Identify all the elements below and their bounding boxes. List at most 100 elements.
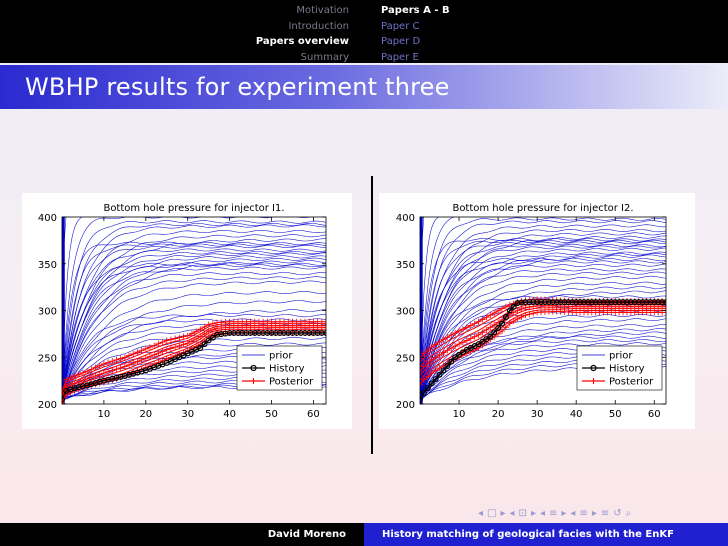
y-tick-label: 350: [396, 260, 415, 271]
history-marker: [62, 396, 65, 403]
posterior-marker: [100, 360, 107, 367]
footer: David Moreno History matching of geologi…: [0, 523, 728, 546]
nav-symbol-icon[interactable]: ↺: [613, 508, 623, 519]
prior-realization-line: [420, 314, 666, 400]
nav-item-motivation[interactable]: Motivation: [296, 5, 349, 16]
prior-realization-line: [420, 224, 666, 401]
posterior-marker: [479, 316, 486, 323]
history-marker: [306, 329, 313, 336]
posterior-marker: [147, 344, 153, 351]
posterior-marker: [92, 372, 99, 379]
history-marker: [538, 299, 545, 306]
nav-item-introduction[interactable]: Introduction: [288, 20, 349, 32]
history-marker: [209, 334, 216, 341]
history-marker: [639, 299, 646, 306]
posterior-marker: [180, 333, 187, 340]
posterior-marker: [495, 307, 502, 314]
posterior-marker: [209, 320, 216, 327]
chart-injector-i1: 10 20 30 40 50 60 200 250 300 350 400 Bottom hole p…: [22, 193, 352, 429]
x-tick-label: 50: [265, 409, 278, 420]
history-marker: [522, 299, 529, 306]
prior-realization-line: [62, 243, 326, 400]
column-divider: [371, 176, 373, 454]
prior-realization-line: [420, 309, 666, 401]
posterior-marker: [184, 332, 191, 339]
x-tick-label: 10: [98, 409, 111, 420]
prior-realization-line: [420, 241, 666, 401]
nav-item-paper-d[interactable]: Paper D: [381, 36, 421, 47]
nav-item-summary[interactable]: Summary: [300, 51, 349, 63]
posterior-marker: [456, 328, 463, 335]
nav-symbol-icon[interactable]: ≡: [549, 508, 559, 519]
nav-symbol-icon[interactable]: ▸: [530, 508, 537, 519]
posterior-marker: [193, 328, 200, 335]
history-marker: [235, 329, 242, 336]
history-marker: [557, 299, 564, 306]
nav-symbol-icon[interactable]: ▸: [500, 508, 507, 519]
history-marker: [655, 299, 662, 306]
posterior-marker: [172, 344, 179, 351]
history-marker: [239, 329, 246, 336]
posterior-marker: [172, 335, 179, 342]
posterior-marker: [138, 347, 145, 354]
prior-realization-line: [62, 241, 326, 399]
posterior-marker: [96, 362, 103, 369]
nav-symbol-icon[interactable]: ◂: [539, 508, 546, 519]
y-tick-label: 200: [396, 400, 415, 411]
prior-realization-line: [62, 264, 326, 400]
nav-item-paper-c[interactable]: Paper C: [381, 20, 420, 32]
prior-realization-line: [62, 313, 326, 399]
posterior-marker: [67, 374, 74, 381]
history-marker: [631, 299, 638, 306]
nav-symbol-icon[interactable]: ⌕: [625, 508, 633, 519]
posterior-marker: [180, 341, 187, 348]
prior-realization-line: [62, 280, 326, 401]
prior-realization-line: [420, 328, 666, 399]
nav-symbol-icon[interactable]: ◂: [478, 508, 485, 519]
y-tick-label: 400: [396, 213, 415, 224]
nav-symbol-icon[interactable]: ◂: [570, 508, 577, 519]
prior-realization-line: [62, 260, 326, 401]
posterior-marker: [518, 306, 525, 313]
y-tick-label: 400: [38, 213, 57, 224]
history-marker: [623, 299, 630, 306]
prior-realization-line: [420, 253, 666, 400]
posterior-marker: [167, 336, 174, 343]
nav-symbol-icon[interactable]: ▸: [591, 508, 598, 519]
history-marker: [285, 329, 292, 336]
history-marker: [323, 329, 326, 336]
history-marker: [663, 299, 666, 306]
posterior-marker: [514, 315, 521, 322]
history-marker: [616, 299, 623, 306]
legend-label: Posterior: [269, 377, 314, 388]
history-marker: [506, 307, 513, 314]
history-marker: [627, 299, 634, 306]
nav-item-papers-overview[interactable]: Papers overview: [255, 36, 349, 47]
posterior-marker: [88, 366, 95, 373]
posterior-marker: [117, 355, 124, 362]
history-marker: [495, 324, 502, 331]
nav-item-papers-a-b[interactable]: Papers A - B: [381, 5, 450, 16]
posterior-marker: [506, 320, 513, 327]
nav-symbol-icon[interactable]: ▸: [561, 508, 568, 519]
posterior-marker: [663, 303, 666, 310]
nav-symbol-icon[interactable]: ≡: [579, 508, 589, 519]
nav-symbol-icon[interactable]: ⊡: [518, 508, 528, 519]
prior-realization-line: [62, 328, 326, 401]
y-tick-label: 350: [38, 260, 57, 271]
posterior-marker: [428, 357, 435, 364]
legend-label: History: [609, 364, 645, 375]
history-marker: [498, 320, 505, 327]
nav-symbol-icon[interactable]: ≡: [600, 508, 611, 519]
posterior-marker: [126, 361, 133, 368]
nav-item-paper-e[interactable]: Paper E: [381, 51, 419, 63]
posterior-marker: [499, 305, 505, 312]
posterior-realization-line: [62, 323, 326, 395]
prior-realization-line: [62, 257, 326, 400]
history-marker: [420, 396, 423, 403]
prior-realization-line: [62, 276, 326, 400]
posterior-marker: [205, 328, 212, 335]
nav-symbol-icon[interactable]: □: [487, 508, 498, 519]
posterior-marker: [502, 303, 509, 310]
nav-symbol-icon[interactable]: ◂: [509, 508, 516, 519]
